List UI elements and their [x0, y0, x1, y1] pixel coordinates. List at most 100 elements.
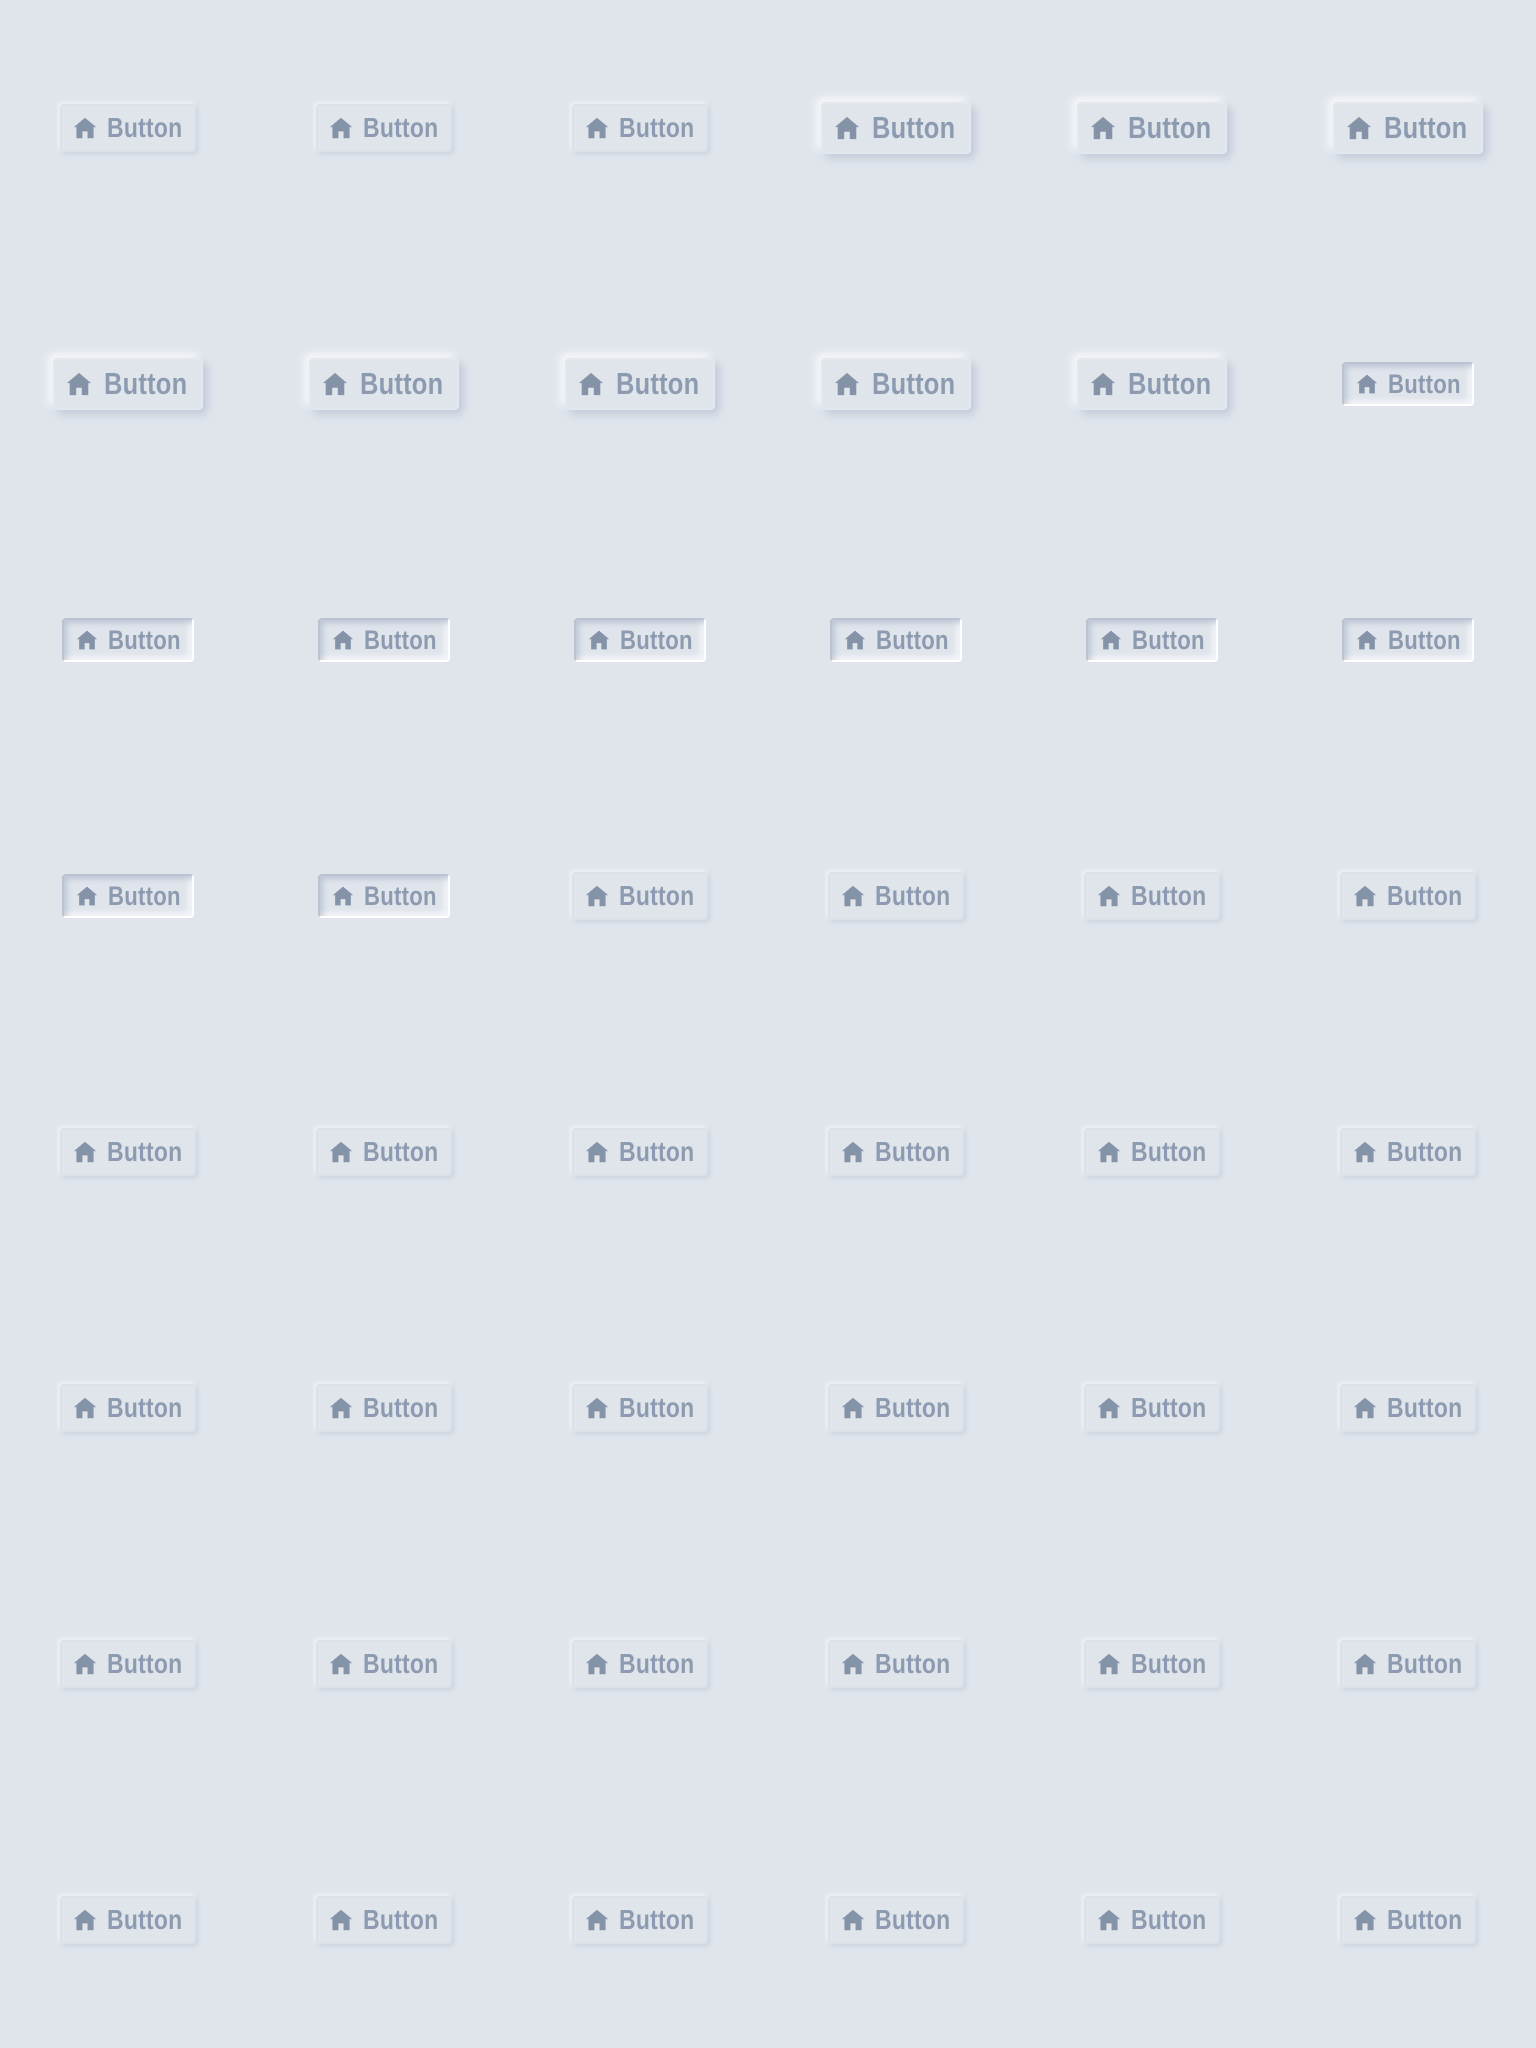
- home-button[interactable]: Button: [60, 1128, 196, 1176]
- home-button[interactable]: Button: [572, 1128, 708, 1176]
- home-icon: [1097, 1653, 1121, 1675]
- home-button[interactable]: Button: [53, 358, 203, 410]
- button-label: Button: [1131, 1136, 1207, 1167]
- button-label: Button: [875, 1648, 951, 1679]
- home-icon: [329, 1653, 353, 1675]
- home-icon: [585, 1141, 609, 1163]
- home-button[interactable]: Button: [830, 618, 962, 662]
- button-label: Button: [107, 1136, 183, 1167]
- button-label: Button: [1387, 880, 1463, 911]
- home-button[interactable]: Button: [1077, 358, 1227, 410]
- home-button[interactable]: Button: [62, 874, 194, 918]
- home-button[interactable]: Button: [572, 104, 708, 152]
- home-icon: [329, 1397, 353, 1419]
- button-label: Button: [1388, 624, 1461, 655]
- button-label: Button: [619, 880, 695, 911]
- home-icon: [1097, 1909, 1121, 1931]
- home-icon: [1090, 116, 1116, 140]
- home-button[interactable]: Button: [1340, 1128, 1476, 1176]
- home-button[interactable]: Button: [828, 1640, 964, 1688]
- home-button[interactable]: Button: [62, 618, 194, 662]
- home-button[interactable]: Button: [828, 1896, 964, 1944]
- home-button[interactable]: Button: [821, 358, 971, 410]
- home-button[interactable]: Button: [572, 1384, 708, 1432]
- home-button[interactable]: Button: [572, 872, 708, 920]
- home-icon: [332, 886, 354, 906]
- button-label: Button: [619, 1392, 695, 1423]
- button-label: Button: [1132, 624, 1205, 655]
- home-button[interactable]: Button: [316, 1896, 452, 1944]
- home-button[interactable]: Button: [828, 1384, 964, 1432]
- home-icon: [1100, 630, 1122, 650]
- button-label: Button: [1387, 1136, 1463, 1167]
- home-button[interactable]: Button: [316, 104, 452, 152]
- home-button[interactable]: Button: [1340, 872, 1476, 920]
- button-label: Button: [363, 112, 439, 143]
- button-label: Button: [107, 1648, 183, 1679]
- home-icon: [834, 116, 860, 140]
- button-label: Button: [1388, 368, 1461, 399]
- home-button[interactable]: Button: [1086, 618, 1218, 662]
- button-label: Button: [360, 366, 444, 401]
- home-button[interactable]: Button: [572, 1896, 708, 1944]
- button-label: Button: [1131, 880, 1207, 911]
- home-icon: [1353, 1141, 1377, 1163]
- home-button[interactable]: Button: [1084, 872, 1220, 920]
- home-button[interactable]: Button: [821, 102, 971, 154]
- home-button[interactable]: Button: [1084, 1640, 1220, 1688]
- home-button[interactable]: Button: [318, 874, 450, 918]
- home-button[interactable]: Button: [316, 1640, 452, 1688]
- home-button[interactable]: Button: [1340, 1384, 1476, 1432]
- home-icon: [1353, 1397, 1377, 1419]
- button-label: Button: [1128, 366, 1212, 401]
- button-label: Button: [364, 624, 437, 655]
- button-label: Button: [363, 1136, 439, 1167]
- home-icon: [1356, 374, 1378, 394]
- home-icon: [585, 117, 609, 139]
- home-button[interactable]: Button: [1342, 618, 1474, 662]
- home-button[interactable]: Button: [1340, 1896, 1476, 1944]
- home-button[interactable]: Button: [572, 1640, 708, 1688]
- button-label: Button: [1131, 1648, 1207, 1679]
- home-icon: [76, 630, 98, 650]
- button-label: Button: [363, 1392, 439, 1423]
- home-button[interactable]: Button: [316, 1384, 452, 1432]
- home-button[interactable]: Button: [1342, 362, 1474, 406]
- home-icon: [844, 630, 866, 650]
- home-button[interactable]: Button: [1084, 1896, 1220, 1944]
- home-button[interactable]: Button: [318, 618, 450, 662]
- home-button[interactable]: Button: [1077, 102, 1227, 154]
- home-button[interactable]: Button: [828, 1128, 964, 1176]
- home-button[interactable]: Button: [60, 1640, 196, 1688]
- home-icon: [73, 117, 97, 139]
- home-button[interactable]: Button: [316, 1128, 452, 1176]
- button-label: Button: [364, 880, 437, 911]
- home-button[interactable]: Button: [574, 618, 706, 662]
- button-label: Button: [107, 112, 183, 143]
- home-button[interactable]: Button: [60, 1896, 196, 1944]
- home-icon: [1353, 1653, 1377, 1675]
- button-label: Button: [619, 1648, 695, 1679]
- home-button[interactable]: Button: [1084, 1128, 1220, 1176]
- home-button[interactable]: Button: [309, 358, 459, 410]
- home-icon: [588, 630, 610, 650]
- home-icon: [1097, 1397, 1121, 1419]
- button-label: Button: [363, 1648, 439, 1679]
- button-label: Button: [1131, 1904, 1207, 1935]
- home-button[interactable]: Button: [1333, 102, 1483, 154]
- home-icon: [834, 372, 860, 396]
- button-label: Button: [875, 1136, 951, 1167]
- button-label: Button: [1387, 1904, 1463, 1935]
- home-button[interactable]: Button: [1340, 1640, 1476, 1688]
- home-button[interactable]: Button: [60, 1384, 196, 1432]
- home-icon: [585, 1397, 609, 1419]
- button-label: Button: [1131, 1392, 1207, 1423]
- button-label: Button: [619, 1136, 695, 1167]
- home-button[interactable]: Button: [1084, 1384, 1220, 1432]
- home-button[interactable]: Button: [565, 358, 715, 410]
- home-button[interactable]: Button: [828, 872, 964, 920]
- home-icon: [73, 1653, 97, 1675]
- home-button[interactable]: Button: [60, 104, 196, 152]
- home-icon: [66, 372, 92, 396]
